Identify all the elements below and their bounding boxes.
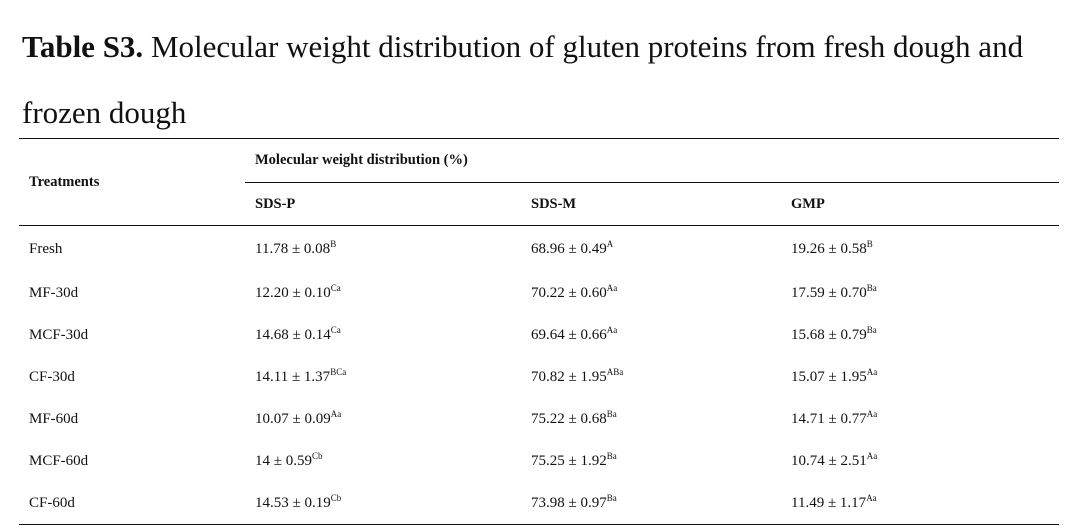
group-header: Molecular weight distribution (%) bbox=[245, 138, 1059, 183]
column-header-gmp: GMP bbox=[781, 182, 1059, 226]
value-text: 11.78 ± 0.08 bbox=[255, 240, 331, 257]
value-cell: 19.26 ± 0.58B bbox=[781, 226, 1059, 273]
value-text: 12.20 ± 0.10 bbox=[255, 284, 331, 301]
significance-letter: Ba bbox=[606, 450, 617, 461]
value-text: 15.68 ± 0.79 bbox=[791, 326, 867, 343]
value-cell: 68.96 ± 0.49A bbox=[521, 226, 781, 273]
data-table: Treatments Molecular weight distribution… bbox=[19, 138, 1059, 525]
value-text: 75.22 ± 0.68 bbox=[531, 410, 607, 427]
significance-letter: Aa bbox=[606, 282, 618, 293]
value-text: 75.25 ± 1.92 bbox=[531, 452, 607, 469]
value-cell: 75.25 ± 1.92Ba bbox=[521, 440, 781, 482]
table-caption-text: Molecular weight distribution of gluten … bbox=[22, 29, 1024, 130]
treatment-cell: Fresh bbox=[29, 240, 63, 257]
value-text: 19.26 ± 0.58 bbox=[791, 240, 867, 257]
significance-letter: Ba bbox=[866, 324, 877, 335]
table-row: CF-30d 14.11 ± 1.37BCa 70.82 ± 1.95ABa 15.0… bbox=[19, 356, 1059, 398]
significance-letter: Aa bbox=[866, 492, 877, 503]
value-cell: 70.82 ± 1.95ABa bbox=[521, 356, 781, 398]
value-cell: 14.68 ± 0.14Ca bbox=[245, 314, 521, 356]
value-cell: 15.07 ± 1.95Aa bbox=[781, 356, 1059, 398]
value-cell: 14.53 ± 0.19Cb bbox=[245, 482, 521, 525]
significance-letter: Cb bbox=[330, 492, 342, 503]
treatment-cell: CF-30d bbox=[29, 368, 75, 385]
value-cell: 15.68 ± 0.79Ba bbox=[781, 314, 1059, 356]
significance-letter: BCa bbox=[330, 366, 347, 377]
value-cell: 11.78 ± 0.08B bbox=[245, 226, 521, 273]
significance-letter: ABa bbox=[606, 366, 624, 377]
value-cell: 17.59 ± 0.70Ba bbox=[781, 272, 1059, 314]
value-cell: 69.64 ± 0.66Aa bbox=[521, 314, 781, 356]
value-text: 11.49 ± 1.17 bbox=[791, 494, 867, 511]
table-caption-label: Table S3. bbox=[22, 29, 144, 64]
treatment-cell: MCF-60d bbox=[29, 452, 89, 469]
value-text: 69.64 ± 0.66 bbox=[531, 326, 607, 343]
table-header: Treatments Molecular weight distribution… bbox=[19, 138, 1059, 226]
table-container: Treatments Molecular weight distribution… bbox=[19, 138, 1059, 525]
value-text: 14.68 ± 0.14 bbox=[255, 326, 331, 343]
table-row: CF-60d 14.53 ± 0.19Cb 73.98 ± 0.97Ba 11.49 … bbox=[19, 482, 1059, 525]
treatment-cell: MF-60d bbox=[29, 410, 79, 427]
value-cell: 10.07 ± 0.09Aa bbox=[245, 398, 521, 440]
treatment-cell: MCF-30d bbox=[29, 326, 89, 343]
significance-letter: Cb bbox=[311, 450, 323, 461]
significance-letter: Ca bbox=[330, 324, 341, 335]
value-text: 15.07 ± 1.95 bbox=[791, 368, 867, 385]
value-text: 14.11 ± 1.37 bbox=[255, 368, 331, 385]
value-text: 10.74 ± 2.51 bbox=[791, 452, 867, 469]
significance-letter: B bbox=[330, 238, 337, 249]
value-cell: 70.22 ± 0.60Aa bbox=[521, 272, 781, 314]
value-cell: 10.74 ± 2.51Aa bbox=[781, 440, 1059, 482]
column-header-sds-p: SDS-P bbox=[245, 182, 521, 226]
significance-letter: Aa bbox=[330, 408, 342, 419]
significance-letter: B bbox=[866, 238, 873, 249]
table-row: MCF-30d 14.68 ± 0.14Ca 69.64 ± 0.66Aa 15.68… bbox=[19, 314, 1059, 356]
significance-letter: Ba bbox=[866, 282, 877, 293]
significance-letter: Aa bbox=[866, 366, 878, 377]
value-cell: 73.98 ± 0.97Ba bbox=[521, 482, 781, 525]
significance-letter: Aa bbox=[866, 450, 878, 461]
value-cell: 14.11 ± 1.37BCa bbox=[245, 356, 521, 398]
table-row: MCF-60d 14 ± 0.59Cb 75.25 ± 1.92Ba 10.74 ± … bbox=[19, 440, 1059, 482]
value-cell: 14 ± 0.59Cb bbox=[245, 440, 521, 482]
value-text: 70.82 ± 1.95 bbox=[531, 368, 607, 385]
significance-letter: Ba bbox=[606, 492, 617, 503]
significance-letter: Aa bbox=[866, 408, 878, 419]
significance-letter: Ca bbox=[330, 282, 341, 293]
value-cell: 14.71 ± 0.77Aa bbox=[781, 398, 1059, 440]
value-text: 14.71 ± 0.77 bbox=[791, 410, 867, 427]
value-text: 73.98 ± 0.97 bbox=[531, 494, 607, 511]
value-text: 17.59 ± 0.70 bbox=[791, 284, 867, 301]
value-cell: 75.22 ± 0.68Ba bbox=[521, 398, 781, 440]
value-text: 68.96 ± 0.49 bbox=[531, 240, 607, 257]
table-caption: Table S3. Molecular weight distribution … bbox=[22, 14, 1072, 146]
table-row: Fresh 11.78 ± 0.08B 68.96 ± 0.49A 19.26 ± 0… bbox=[19, 226, 1059, 273]
value-text: 10.07 ± 0.09 bbox=[255, 410, 331, 427]
treatment-cell: CF-60d bbox=[19, 482, 245, 525]
value-cell: 11.49 ± 1.17Aa bbox=[781, 482, 1059, 525]
treatments-header: Treatments bbox=[19, 138, 245, 226]
table-row: MF-60d 10.07 ± 0.09Aa 75.22 ± 0.68Ba 14.71 … bbox=[19, 398, 1059, 440]
significance-letter: A bbox=[606, 238, 614, 249]
value-cell: 12.20 ± 0.10Ca bbox=[245, 272, 521, 314]
table-body: Fresh 11.78 ± 0.08B 68.96 ± 0.49A 19.26 ± 0… bbox=[19, 226, 1059, 525]
value-text: 14.53 ± 0.19 bbox=[255, 494, 331, 511]
significance-letter: Aa bbox=[606, 324, 618, 335]
value-text: 14 ± 0.59 bbox=[255, 452, 312, 469]
column-header-sds-m: SDS-M bbox=[521, 182, 781, 226]
table-row: MF-30d 12.20 ± 0.10Ca 70.22 ± 0.60Aa 17.59 … bbox=[19, 272, 1059, 314]
treatment-cell: MF-30d bbox=[29, 284, 79, 301]
value-text: 70.22 ± 0.60 bbox=[531, 284, 607, 301]
significance-letter: Ba bbox=[606, 408, 617, 419]
